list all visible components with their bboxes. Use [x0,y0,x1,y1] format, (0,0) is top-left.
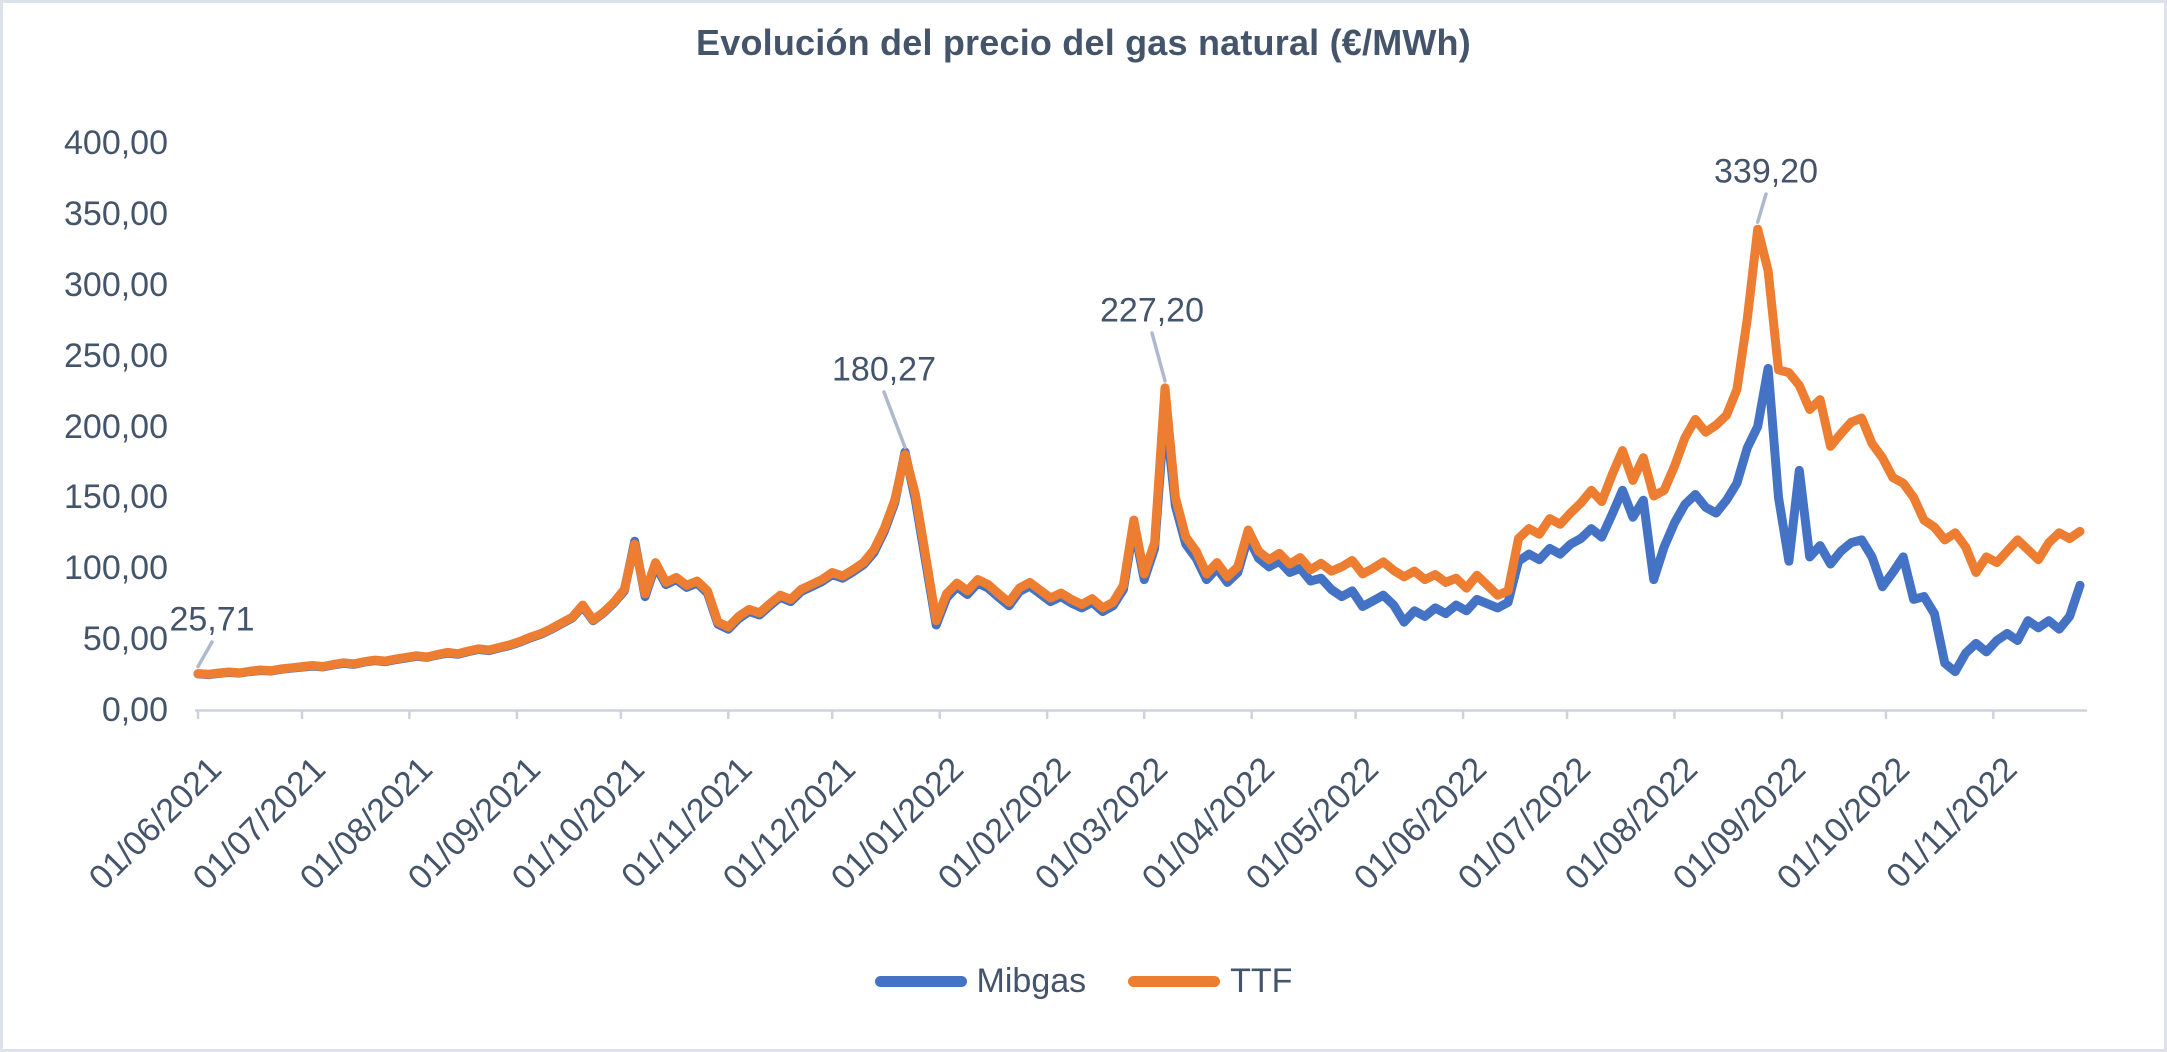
data-label-leader-line [1150,331,1167,383]
y-axis-tick-label: 300,00 [64,265,168,304]
data-label: 227,20 [1100,291,1204,330]
y-axis-tick-label: 200,00 [64,407,168,446]
y-axis-tick-label: 350,00 [64,194,168,233]
data-label-leader-line [882,390,907,450]
series-line-ttf [193,224,2085,679]
legend: Mibgas TTF [0,962,2167,1001]
data-label-leader-line [196,640,214,669]
data-label: 180,27 [832,350,936,389]
data-label-leader-line [1755,192,1768,224]
y-axis-tick-label: 150,00 [64,478,168,517]
y-axis-tick-label: 0,00 [101,691,168,729]
y-axis-tick-label: 250,00 [64,336,168,375]
chart-title: Evolución del precio del gas natural (€/… [696,22,1471,63]
data-label: 339,20 [1714,152,1818,191]
legend-item-ttf: TTF [1128,962,1292,1001]
legend-label: TTF [1230,962,1293,1000]
legend-item-mibgas: Mibgas [874,962,1087,1001]
legend-swatch-mibgas [874,976,967,987]
series-line-mibgas [193,363,2085,680]
y-axis-tick-label: 400,00 [64,124,168,162]
y-axis-tick-label: 100,00 [64,549,168,588]
y-axis-tick-label: 50,00 [82,620,168,659]
data-label: 25,71 [169,600,255,639]
legend-label: Mibgas [976,962,1087,1000]
legend-swatch-ttf [1128,976,1221,987]
